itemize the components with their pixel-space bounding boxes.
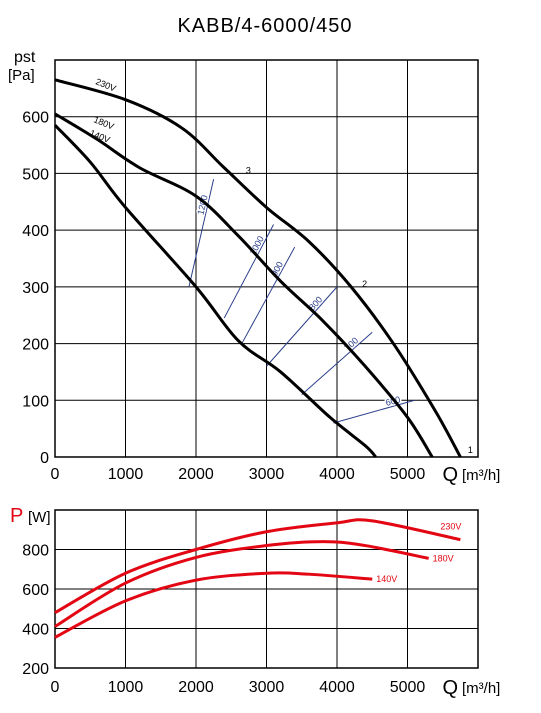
y-axis-label: P: [10, 505, 23, 527]
x-axis-label: Q: [442, 464, 458, 486]
x-tick-label: 0: [51, 679, 60, 696]
x-axis-label: Q: [442, 677, 458, 699]
x-tick-label: 5000: [390, 679, 426, 696]
y-tick-label: 0: [40, 450, 49, 467]
y-axis-label: pst: [14, 49, 36, 66]
y-tick-label: 500: [22, 166, 49, 183]
speed-line: [333, 399, 415, 424]
pressure-chart: 0 1000 2000 3000 4000 5000 0 100 200 300 400 500 600…: [8, 49, 500, 486]
power-curve-230v: [54, 518, 461, 615]
y-tick-label: 400: [22, 622, 49, 639]
x-axis-unit: [m³/h]: [462, 680, 500, 697]
operating-point-label: 1: [468, 445, 473, 455]
y-axis-unit: [W]: [28, 509, 51, 526]
x-axis-unit: [m³/h]: [462, 467, 500, 484]
x-tick-label: 2000: [178, 466, 214, 483]
speed-label: 900: [269, 260, 285, 278]
x-tick-label: 5000: [390, 466, 426, 483]
x-tick-label: 1000: [108, 466, 144, 483]
y-tick-label: 600: [22, 110, 49, 127]
y-tick-label: 200: [22, 337, 49, 354]
speed-line: [266, 286, 338, 367]
curve-180v: [54, 112, 434, 458]
operating-point-label: 3: [246, 166, 251, 176]
x-tick-label: 4000: [319, 466, 355, 483]
power-series-label: 230V: [440, 522, 461, 532]
power-series-label: 180V: [433, 553, 454, 563]
speed-line: [223, 224, 274, 319]
x-tick-label: 4000: [319, 679, 355, 696]
speed-line: [301, 331, 373, 395]
x-tick-label: 1000: [108, 679, 144, 696]
x-tick-label: 3000: [249, 679, 285, 696]
y-tick-label: 400: [22, 223, 49, 240]
power-curve-140v: [54, 571, 373, 639]
operating-point-label: 2: [362, 279, 367, 289]
x-tick-label: 2000: [178, 679, 214, 696]
y-axis-unit: [Pa]: [8, 67, 35, 84]
y-tick-label: 600: [22, 582, 49, 599]
power-chart: 0 1000 2000 3000 4000 5000 200 400 600 800 Q [m³/h]…: [10, 505, 500, 699]
x-tick-label: 0: [51, 466, 60, 483]
curve-140v: [53, 124, 377, 459]
chart-title: KABB/4-6000/450: [177, 15, 352, 37]
speed-line: [241, 246, 296, 344]
x-tick-label: 3000: [249, 466, 285, 483]
power-series-label: 140V: [376, 574, 397, 584]
y-tick-label: 200: [22, 661, 49, 678]
y-tick-label: 100: [22, 393, 49, 410]
y-tick-label: 300: [22, 280, 49, 297]
curve-230v: [54, 78, 462, 458]
speed-line: [188, 178, 215, 287]
y-tick-label: 800: [22, 543, 49, 560]
power-curve-180v: [54, 540, 429, 628]
